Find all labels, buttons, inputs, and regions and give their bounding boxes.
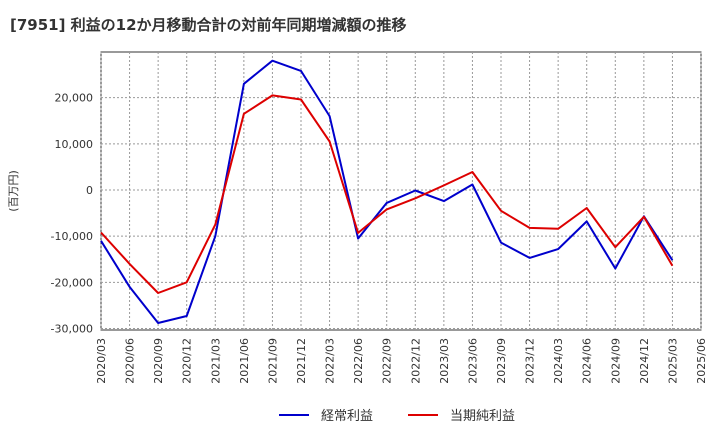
x-tick-label: 2024/09: [609, 338, 622, 384]
y-axis-ticks: 20,000 10,000 0 -10,000 -20,000 -30,000: [51, 92, 93, 336]
series-lines: [100, 59, 674, 324]
x-tick-label: 2023/06: [466, 338, 479, 384]
y-tick-label: 0: [86, 184, 93, 197]
chart-title: [7951] 利益の12か月移動合計の対前年同期増減額の推移: [10, 16, 407, 34]
x-tick-label: 2022/03: [324, 338, 337, 384]
grid-lines: [100, 52, 702, 330]
x-tick-label: 2024/06: [581, 338, 594, 384]
x-tick-label: 2021/09: [266, 338, 279, 384]
x-tick-label: 2025/06: [695, 338, 708, 384]
y-tick-label: 10,000: [55, 138, 94, 151]
x-tick-label: 2022/06: [352, 338, 365, 384]
legend-label-1: 経常利益: [321, 409, 373, 424]
x-tick-label: 2021/12: [295, 338, 308, 384]
x-tick-label: 2020/12: [181, 338, 194, 384]
series-line-1: [100, 59, 674, 324]
x-tick-label: 2022/09: [381, 338, 394, 384]
x-tick-label: 2022/12: [409, 338, 422, 384]
x-tick-label: 2023/12: [524, 338, 537, 384]
legend-label-2: 当期純利益: [450, 409, 515, 424]
x-axis-ticks: 2020/03 2020/06 2020/09 2020/12 2021/03 2021/…: [95, 338, 708, 384]
x-tick-label: 2023/03: [438, 338, 451, 384]
plot-area: [100, 51, 702, 331]
y-axis-label: (百万円): [7, 170, 20, 212]
x-tick-label: 2020/09: [152, 338, 165, 384]
x-tick-label: 2020/06: [124, 338, 137, 384]
series-line-2: [100, 94, 674, 294]
x-tick-label: 2024/12: [638, 338, 651, 384]
x-tick-label: 2023/09: [495, 338, 508, 384]
x-tick-label: 2024/03: [552, 338, 565, 384]
legend: 経常利益 当期純利益: [279, 409, 515, 424]
y-tick-label: 20,000: [55, 92, 94, 105]
x-tick-label: 2021/03: [209, 338, 222, 384]
x-tick-label: 2020/03: [95, 338, 108, 384]
y-tick-label: -30,000: [51, 323, 93, 336]
y-tick-label: -20,000: [51, 276, 93, 289]
x-tick-label: 2025/03: [666, 338, 679, 384]
x-tick-label: 2021/06: [238, 338, 251, 384]
y-tick-label: -10,000: [51, 230, 93, 243]
